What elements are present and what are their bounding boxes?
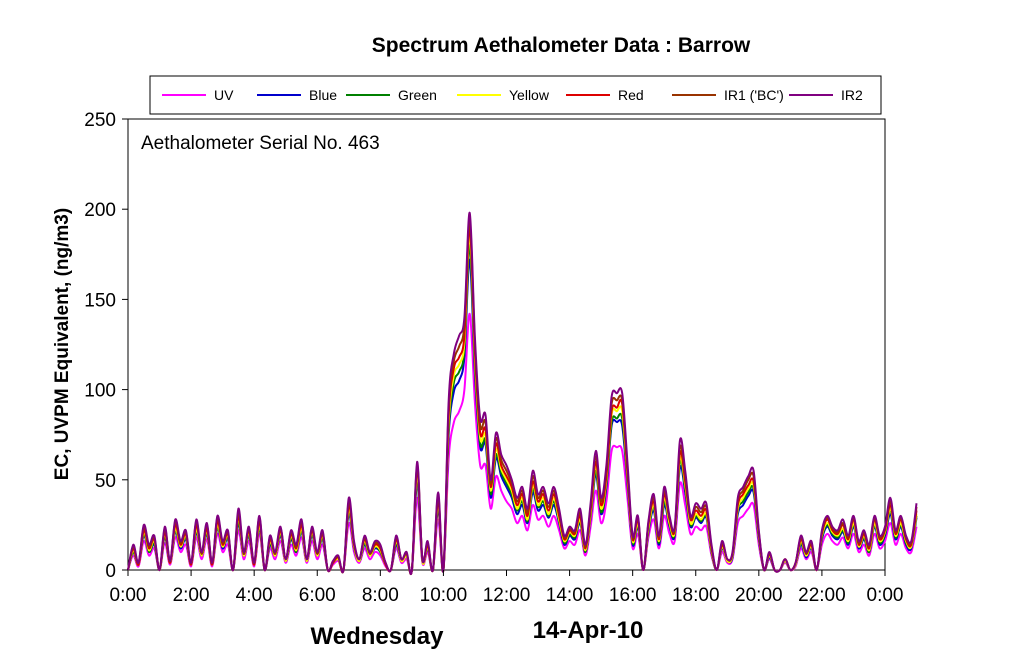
x-tick-label: 16:00 <box>609 585 657 606</box>
legend-label: Red <box>618 87 644 103</box>
y-tick-label: 50 <box>95 471 116 492</box>
y-axis-label: EC, UVPM Equivalent, (ng/m3) <box>52 208 73 480</box>
y-tick-label: 250 <box>84 110 116 131</box>
x-tick-label: 4:00 <box>236 585 273 606</box>
x-tick-label: 18:00 <box>672 585 720 606</box>
x-tick-label: 6:00 <box>299 585 336 606</box>
x-axis-date-label: 14-Apr-10 <box>533 617 644 644</box>
legend-label: Yellow <box>509 87 550 103</box>
series-line-green <box>127 244 918 575</box>
series-lines <box>127 211 918 575</box>
x-tick-label: 22:00 <box>798 585 846 606</box>
x-tick-label: 8:00 <box>362 585 399 606</box>
series-line-red <box>127 226 918 575</box>
y-tick-label: 0 <box>105 561 116 582</box>
x-tick-label: 0:00 <box>867 585 904 606</box>
y-tick-label: 150 <box>84 290 116 311</box>
x-tick-label: 10:00 <box>420 585 468 606</box>
x-axis: 0:00 2:00 4:00 6:00 8:00 10:00 12:00 14:00 16:00… <box>110 570 904 606</box>
legend: UV Blue Green Yellow Red IR1 ('BC') IR2 <box>149 75 882 115</box>
legend-label: IR1 ('BC') <box>724 87 784 103</box>
y-tick-label: 100 <box>84 381 116 402</box>
y-axis: 0 50 100 150 200 250 <box>84 110 128 582</box>
legend-label: Green <box>398 87 437 103</box>
serial-annotation: Aethalometer Serial No. 463 <box>141 133 380 154</box>
series-line-yellow <box>127 233 918 575</box>
x-tick-label: 20:00 <box>735 585 783 606</box>
chart-title: Spectrum Aethalometer Data : Barrow <box>372 34 751 57</box>
series-line-ir2 <box>127 211 918 575</box>
y-tick-label: 200 <box>84 200 116 221</box>
x-tick-label: 12:00 <box>483 585 531 606</box>
series-line-blue <box>127 258 918 575</box>
x-tick-label: 0:00 <box>110 585 147 606</box>
x-tick-label: 14:00 <box>546 585 594 606</box>
x-tick-label: 2:00 <box>173 585 210 606</box>
series-line-ir1-bc <box>127 218 918 575</box>
legend-label: Blue <box>309 87 337 103</box>
x-axis-day-label: Wednesday <box>311 623 445 650</box>
legend-label: UV <box>214 87 234 103</box>
legend-label: IR2 <box>841 87 863 103</box>
